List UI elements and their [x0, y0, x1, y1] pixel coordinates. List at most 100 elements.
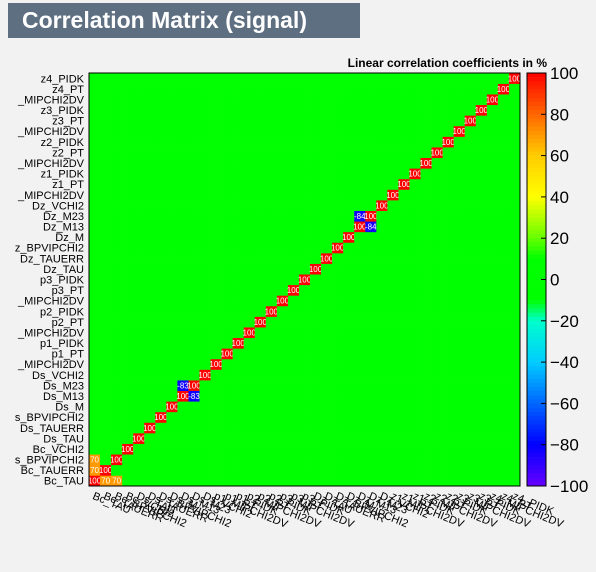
heatmap-cell — [133, 157, 145, 169]
heatmap-cell — [199, 189, 211, 201]
heatmap-cell — [365, 464, 377, 476]
heatmap-cell — [354, 305, 366, 317]
heatmap-cell — [409, 411, 421, 423]
heatmap-cell — [343, 411, 355, 423]
heatmap-cell — [254, 327, 267, 339]
heatmap-cell — [398, 454, 410, 466]
heatmap-cell — [122, 73, 134, 84]
heatmap-cell — [100, 189, 112, 201]
heatmap-cell — [420, 253, 432, 264]
heatmap-cell — [243, 210, 256, 222]
heatmap-cell — [210, 242, 222, 254]
heatmap-cell — [111, 221, 123, 233]
heatmap-cell — [287, 221, 300, 233]
heatmap-cell — [486, 263, 499, 275]
heatmap-cell — [486, 104, 499, 116]
heatmap-cell — [387, 422, 399, 434]
heatmap-cell — [486, 210, 499, 222]
heatmap-cell — [453, 157, 466, 169]
heatmap-cell — [276, 454, 289, 466]
heatmap-cell — [276, 390, 289, 402]
cell-value-label: 100 — [99, 466, 113, 475]
colorbar-segment — [527, 477, 546, 483]
heatmap-cell — [354, 73, 366, 84]
heatmap-cell — [199, 443, 211, 455]
heatmap-cell — [475, 189, 488, 201]
heatmap-cell — [199, 125, 211, 137]
heatmap-cell — [332, 433, 344, 444]
heatmap-cell — [265, 284, 278, 296]
heatmap-cell — [89, 380, 101, 391]
heatmap-cell — [287, 168, 300, 180]
heatmap-cell — [453, 274, 466, 286]
heatmap-cell — [166, 337, 178, 349]
heatmap-cell — [243, 305, 256, 317]
heatmap-cell — [221, 83, 233, 95]
heatmap-cell — [442, 157, 454, 169]
heatmap-cell — [210, 178, 222, 190]
heatmap-cell — [276, 178, 289, 190]
heatmap-cell — [287, 253, 300, 264]
cell-value-label: 100 — [397, 180, 411, 189]
heatmap-cell — [122, 284, 134, 296]
heatmap-cell — [89, 104, 101, 116]
heatmap-cell — [133, 284, 145, 296]
heatmap-cell — [332, 337, 344, 349]
heatmap-cell — [475, 125, 488, 137]
heatmap-cell — [354, 422, 366, 434]
heatmap-cell — [321, 422, 333, 434]
heatmap-cell — [111, 422, 123, 434]
heatmap-cell — [210, 475, 222, 487]
heatmap-cell — [232, 125, 245, 137]
heatmap-cell — [199, 411, 211, 423]
heatmap-cell — [475, 284, 488, 296]
heatmap-cell — [497, 380, 510, 391]
heatmap-cell — [155, 253, 167, 264]
heatmap-cell — [409, 189, 421, 201]
heatmap-cell — [254, 178, 267, 190]
colorbar-segment — [527, 395, 546, 400]
y-tick-label: z4_PT — [52, 84, 84, 96]
cell-value-label: 100 — [298, 276, 312, 285]
heatmap-cell — [133, 337, 145, 349]
heatmap-cell — [232, 422, 245, 434]
heatmap-cell — [188, 221, 200, 233]
heatmap-cell — [243, 316, 256, 328]
heatmap-cell — [188, 316, 200, 328]
heatmap-cell — [354, 433, 366, 444]
heatmap-cell — [232, 178, 245, 190]
heatmap-cell — [199, 200, 211, 211]
heatmap-cell — [111, 401, 123, 413]
y-tick-label: Dz_M23 — [43, 211, 84, 223]
y-tick-label: p3_PT — [52, 285, 85, 297]
heatmap-cell — [100, 464, 112, 476]
heatmap-cell — [89, 189, 101, 201]
heatmap-cell — [155, 443, 167, 455]
heatmap-cell — [100, 454, 112, 466]
heatmap-cell — [221, 475, 233, 487]
heatmap-cell — [508, 263, 521, 275]
heatmap-cell — [420, 210, 432, 222]
heatmap-cell — [387, 83, 399, 95]
heatmap-cell — [122, 443, 134, 455]
heatmap-cell — [232, 104, 245, 116]
cell-value-label: 100 — [364, 212, 378, 221]
heatmap-cell — [486, 221, 499, 233]
heatmap-cell — [232, 115, 245, 127]
heatmap-cell — [287, 358, 300, 370]
heatmap-cell — [243, 295, 256, 307]
heatmap-cell — [365, 157, 377, 169]
heatmap-cell — [431, 210, 443, 222]
heatmap-cell — [420, 411, 432, 423]
heatmap-cell — [210, 348, 222, 360]
heatmap-cell — [254, 73, 267, 84]
heatmap-cell — [475, 178, 488, 190]
heatmap-cell — [232, 73, 245, 84]
heatmap-cell — [409, 274, 421, 286]
heatmap-cell — [332, 274, 344, 286]
heatmap-cell — [298, 422, 311, 434]
heatmap-cell — [243, 348, 256, 360]
heatmap-cell — [332, 94, 344, 106]
heatmap-cell — [254, 454, 267, 466]
heatmap-cell — [376, 369, 388, 381]
